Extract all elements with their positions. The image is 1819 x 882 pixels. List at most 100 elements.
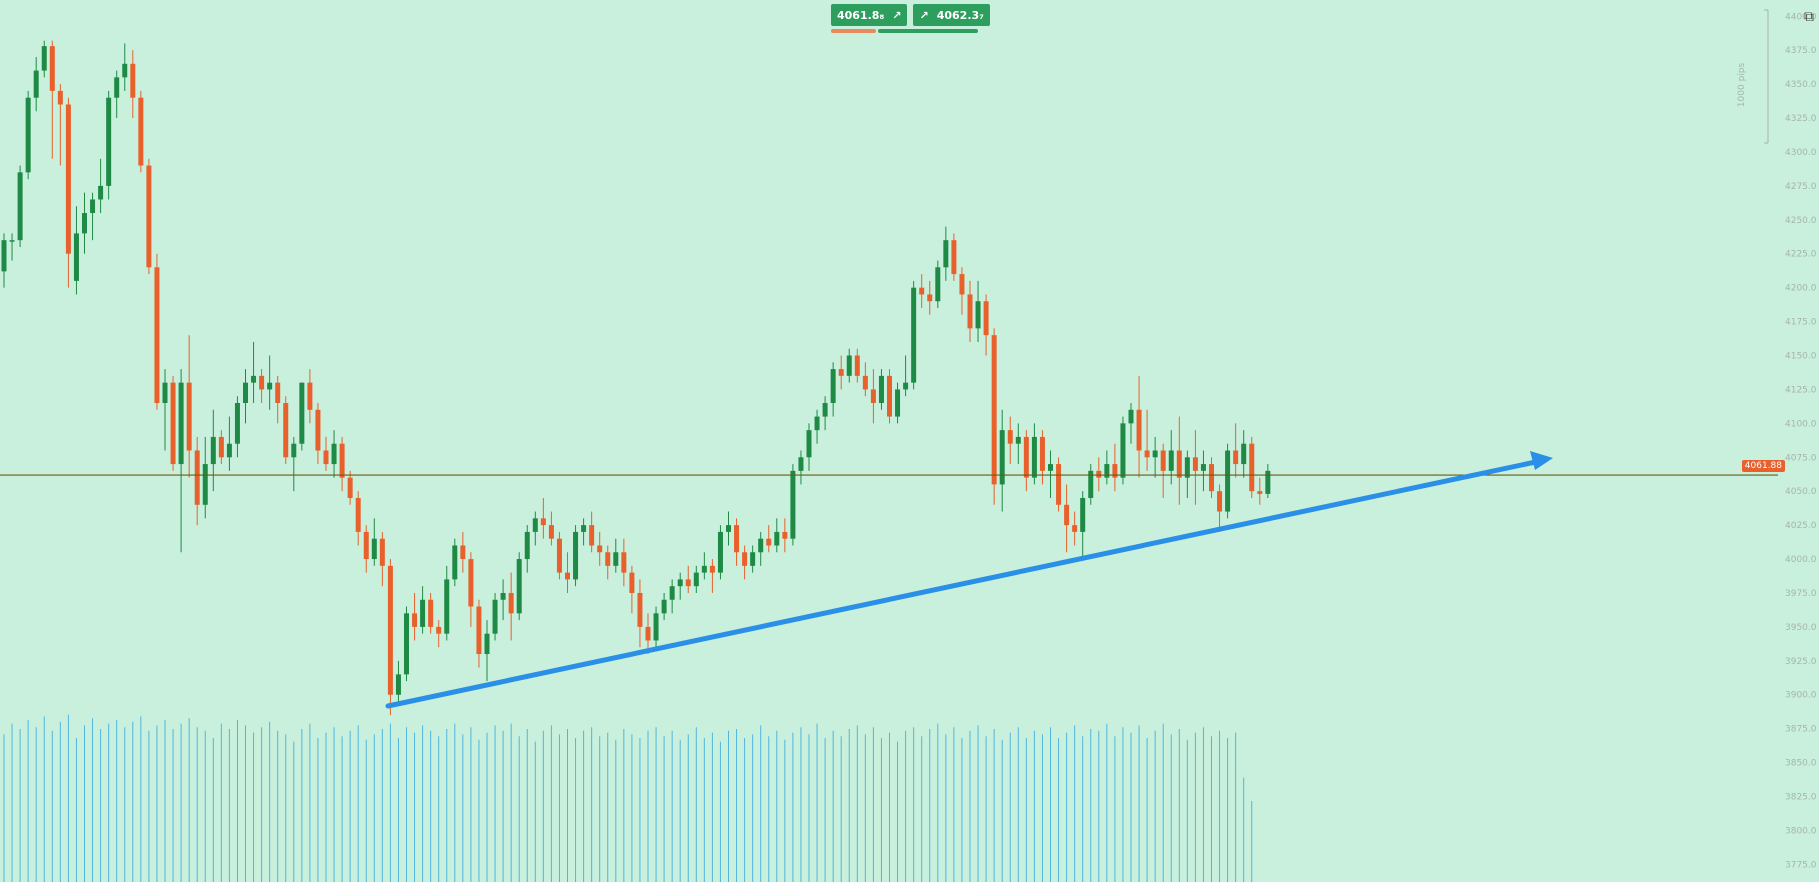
candle-body: [404, 613, 409, 675]
candle: [645, 613, 651, 655]
candle-body: [814, 416, 820, 431]
candle-body: [65, 104, 71, 254]
y-tick-label: 3775.0: [1785, 860, 1817, 870]
candle: [943, 226, 949, 281]
candle: [967, 280, 973, 342]
candle: [9, 233, 15, 261]
candle: [106, 90, 112, 200]
y-tick-label: 4225.0: [1785, 250, 1817, 260]
candle: [452, 538, 458, 587]
buy-button[interactable]: ↗ 4062.3₇: [913, 4, 990, 26]
candle-body: [935, 267, 941, 302]
candle: [1176, 416, 1182, 505]
candle-body: [887, 375, 892, 417]
candle: [983, 294, 989, 356]
candle: [838, 355, 844, 390]
candle-body: [1192, 457, 1198, 471]
candle: [742, 545, 748, 580]
candle: [629, 565, 635, 614]
candle: [1144, 409, 1150, 471]
buy-volume-bar: [878, 29, 978, 33]
candle: [1039, 430, 1045, 485]
candle-body: [669, 586, 675, 600]
candle: [1112, 443, 1118, 492]
candle-body: [452, 545, 458, 580]
candle-body: [323, 450, 329, 465]
y-tick-label: 4400.0: [1785, 12, 1817, 22]
volume-bars: [3, 714, 1253, 882]
candle-body: [9, 240, 15, 242]
candle: [1015, 423, 1021, 465]
candle: [798, 450, 804, 485]
candle: [1217, 484, 1223, 532]
trendline[interactable]: [385, 451, 1553, 709]
candle: [122, 43, 128, 91]
candle: [581, 518, 587, 546]
candle: [275, 375, 281, 424]
y-tick-label: 4375.0: [1785, 46, 1817, 56]
y-tick-label: 3875.0: [1785, 725, 1817, 735]
candle: [379, 531, 385, 587]
candle-body: [291, 443, 297, 458]
candle-body: [154, 267, 160, 404]
candle-body: [991, 335, 997, 485]
candle-body: [846, 355, 852, 376]
candle: [621, 538, 627, 587]
candle: [637, 579, 643, 648]
candle: [371, 518, 377, 566]
candle-body: [573, 531, 579, 580]
candle: [975, 280, 981, 342]
candle-body: [25, 97, 31, 173]
current-price-tag: 4061.88: [1741, 460, 1785, 472]
candle-body: [387, 565, 393, 695]
candle-body: [959, 274, 965, 295]
y-tick-label: 4150.0: [1785, 352, 1817, 362]
candle-body: [677, 579, 683, 587]
candle-body: [878, 375, 884, 404]
candle-body: [1, 240, 7, 272]
candle: [1265, 464, 1271, 498]
candle: [138, 90, 144, 173]
y-tick-label: 3850.0: [1785, 759, 1817, 769]
candle-body: [1144, 450, 1150, 458]
candle-body: [1112, 464, 1118, 478]
candle: [114, 70, 120, 119]
candle-body: [1200, 464, 1206, 471]
candle-body: [903, 382, 909, 390]
candle: [1056, 457, 1062, 512]
candle-body: [1048, 464, 1053, 471]
candle: [661, 592, 667, 621]
candle-body: [1080, 497, 1086, 532]
candle: [387, 559, 393, 716]
candle-body: [838, 369, 844, 376]
expand-icon[interactable]: ⧉: [1804, 9, 1814, 25]
candle: [49, 40, 55, 159]
candle: [701, 552, 707, 580]
candle: [524, 525, 530, 573]
candle-body: [1015, 436, 1021, 444]
candle-body: [90, 199, 96, 214]
sell-button[interactable]: 4061.8₈ ↗: [831, 4, 908, 26]
y-tick-label: 4025.0: [1785, 521, 1817, 531]
candle-body: [1007, 430, 1013, 444]
candle: [927, 280, 933, 315]
candle: [194, 436, 200, 526]
y-tick-label: 3950.0: [1785, 623, 1817, 633]
candle: [830, 362, 836, 417]
candle: [565, 552, 570, 593]
candle: [444, 565, 450, 641]
trendline-line[interactable]: [385, 457, 1548, 709]
candle: [878, 369, 884, 410]
y-tick-label: 3975.0: [1785, 589, 1817, 599]
arrow-up-right-icon: ↗: [892, 8, 902, 22]
candle-body: [983, 301, 989, 336]
candle-body: [73, 233, 79, 281]
candle: [1200, 450, 1206, 492]
candle: [259, 369, 265, 404]
y-tick-label: 3825.0: [1785, 793, 1817, 803]
candle: [226, 416, 232, 471]
candle: [693, 565, 699, 593]
candle-body: [709, 565, 715, 573]
candle: [283, 396, 289, 465]
